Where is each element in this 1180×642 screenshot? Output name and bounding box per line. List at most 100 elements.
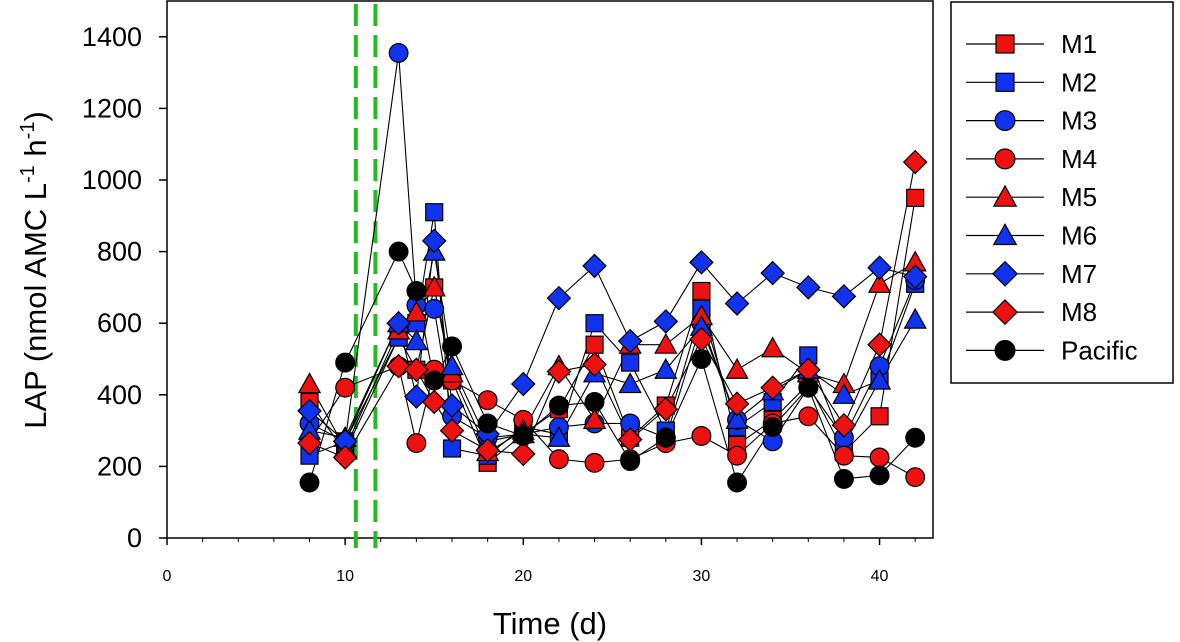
legend-label: M6 xyxy=(1061,221,1097,251)
data-point-pacific xyxy=(584,392,605,412)
data-point-m7 xyxy=(386,310,411,336)
data-point-m6 xyxy=(903,307,927,329)
data-point-pacific xyxy=(905,427,926,448)
data-point-m8 xyxy=(386,353,411,379)
data-point-m8 xyxy=(439,418,465,443)
data-point-m7 xyxy=(297,398,322,424)
legend-item-m6: M6 xyxy=(966,221,1097,251)
data-point-m7 xyxy=(831,284,857,309)
data-point-m4 xyxy=(905,467,926,488)
legend-label: M7 xyxy=(1061,259,1097,289)
legend-item-m1: M1 xyxy=(966,29,1097,59)
data-point-m7 xyxy=(546,285,572,311)
y-tick-label: 600 xyxy=(97,308,142,338)
data-point-pacific xyxy=(691,349,712,369)
y-tick-label: 1200 xyxy=(82,93,142,123)
data-point-m2 xyxy=(425,203,444,222)
data-point-m8 xyxy=(421,389,447,415)
data-point-m6 xyxy=(867,368,892,390)
data-point-m5 xyxy=(654,332,678,354)
x-axis: 0 10 20 30 40 xyxy=(163,538,916,585)
data-point-m7 xyxy=(510,371,536,397)
legend-label: M2 xyxy=(1061,67,1097,97)
data-point-m5 xyxy=(867,271,892,293)
y-axis-title-sup1: -1 xyxy=(17,165,39,183)
data-point-m6 xyxy=(404,329,429,351)
data-point-m7 xyxy=(867,255,892,281)
data-point-m8 xyxy=(724,391,750,417)
data-point-m8 xyxy=(510,441,536,467)
data-point-m5 xyxy=(297,372,322,394)
data-point-pacific xyxy=(655,427,676,448)
data-point-pacific xyxy=(335,352,356,373)
y-tick-label: 800 xyxy=(97,237,142,267)
x-tick-label: 0 xyxy=(163,568,172,585)
x-tick-label: 30 xyxy=(693,568,711,585)
data-point-m8 xyxy=(475,437,500,463)
series-pacific-points xyxy=(299,241,926,493)
data-point-m4 xyxy=(869,447,890,468)
data-point-pacific xyxy=(388,241,409,262)
data-point-m8 xyxy=(831,412,857,438)
data-point-m1 xyxy=(692,281,711,301)
legend-item-m4: M4 xyxy=(966,144,1097,174)
y-tick-label: 1400 xyxy=(82,22,142,52)
data-point-m8 xyxy=(404,357,429,383)
data-point-m4 xyxy=(727,445,747,466)
data-point-pacific xyxy=(548,395,569,416)
data-point-m8 xyxy=(582,352,607,377)
data-point-pacific xyxy=(869,465,890,486)
legend-label: M3 xyxy=(1061,106,1097,136)
data-point-m4 xyxy=(477,390,498,411)
data-point-m6 xyxy=(547,425,571,447)
y-axis-title-mid: h xyxy=(18,139,53,165)
event-lines xyxy=(353,4,378,548)
legend-items: M1 M2 M3 M4 M5 M6 M7 M8 Pacific xyxy=(966,29,1138,365)
data-point-m4 xyxy=(406,433,427,454)
legend-item-m7: M7 xyxy=(966,259,1097,289)
data-point-m6 xyxy=(440,354,464,376)
series-lines xyxy=(308,52,916,484)
data-point-m8 xyxy=(297,430,322,456)
series-line-m8 xyxy=(309,161,916,459)
data-point-pacific xyxy=(406,281,427,301)
data-point-m3 xyxy=(424,298,445,319)
legend-marker-m4 xyxy=(994,148,1016,170)
y-tick-label: 200 xyxy=(97,451,142,481)
legend-marker-m3 xyxy=(994,110,1016,132)
data-point-m8 xyxy=(867,332,892,358)
data-point-pacific xyxy=(477,413,498,434)
legend-marker-m6 xyxy=(992,223,1018,246)
x-tick-label: 40 xyxy=(871,568,889,585)
data-point-m1 xyxy=(585,335,604,354)
data-point-m7 xyxy=(421,228,447,254)
legend-item-m3: M3 xyxy=(966,106,1097,136)
series-m4-points xyxy=(299,356,926,488)
data-point-m1 xyxy=(906,188,925,207)
data-point-m7 xyxy=(653,309,679,334)
data-point-m8 xyxy=(760,375,785,400)
data-point-m8 xyxy=(902,149,928,175)
data-point-m6 xyxy=(832,382,856,404)
data-point-pacific xyxy=(727,472,747,493)
legend-item-m5: M5 xyxy=(966,182,1097,212)
data-point-m8 xyxy=(332,445,358,470)
legend-label: Pacific xyxy=(1061,335,1138,365)
data-point-m5 xyxy=(404,300,429,322)
data-point-pacific xyxy=(424,370,445,391)
legend-label: M1 xyxy=(1061,29,1097,59)
data-point-m6 xyxy=(618,372,642,394)
legend-item-pacific: Pacific xyxy=(966,335,1138,365)
legend-marker-m2 xyxy=(995,72,1015,92)
legend-marker-m7 xyxy=(992,260,1018,287)
data-point-m7 xyxy=(617,328,643,354)
data-point-m8 xyxy=(617,427,643,452)
data-point-m1 xyxy=(870,407,889,426)
data-point-m8 xyxy=(546,359,572,384)
data-point-m7 xyxy=(795,275,821,300)
data-point-pacific xyxy=(299,472,320,493)
legend-marker-m5 xyxy=(992,184,1018,207)
y-axis-title-suffix: ) xyxy=(18,111,53,121)
y-tick-label: 0 xyxy=(127,523,142,553)
data-point-m7 xyxy=(689,250,714,275)
